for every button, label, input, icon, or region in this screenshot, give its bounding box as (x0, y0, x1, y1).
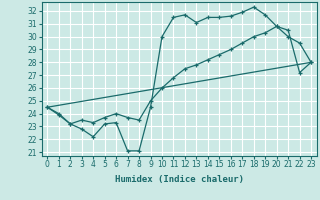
X-axis label: Humidex (Indice chaleur): Humidex (Indice chaleur) (115, 175, 244, 184)
